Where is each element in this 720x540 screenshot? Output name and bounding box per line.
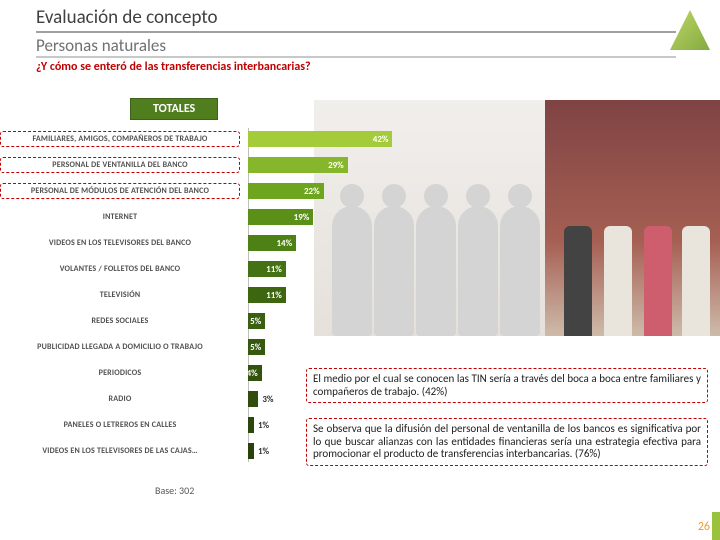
insight-callout-b: Se observa que la difusión del personal … (306, 418, 708, 466)
chart-row: VOLANTES / FOLLETOS DEL BANCO 11% (0, 258, 420, 280)
chart-bar-value: 3% (262, 394, 273, 405)
chart-bar-cell: 29% (248, 157, 420, 173)
chart-row: TELEVISIÓN 11% (0, 284, 420, 306)
chart-bar: 5% (248, 339, 265, 355)
chart-row-label: PERSONAL DE MÓDULOS DE ATENCIÓN DEL BANC… (0, 183, 240, 199)
corner-accent (712, 512, 720, 540)
chart-row-label: PANELES O LETREROS EN CALLES (0, 418, 240, 432)
chart-bar: 19% (248, 209, 313, 225)
chart-row-label: PERIODICOS (0, 366, 240, 380)
chart-bar: 11% (248, 261, 286, 277)
chart-row: PERSONAL DE MÓDULOS DE ATENCIÓN DEL BANC… (0, 180, 420, 202)
chart-bar-value: 4% (247, 368, 258, 379)
chart-bar-value: 5% (250, 316, 261, 327)
chart-bar-cell: 14% (248, 235, 420, 251)
chart-row-label: FAMILIARES, AMIGOS, COMPAÑEROS DE TRABAJ… (0, 131, 240, 147)
page-subtitle: Personas naturales (36, 35, 676, 58)
chart-row: REDES SOCIALES 5% (0, 310, 420, 332)
chart-bar-cell: 42% (248, 131, 420, 147)
chart-bar-cell: 11% (248, 261, 420, 277)
header: Evaluación de concepto Personas naturale… (0, 0, 720, 78)
person-figure (682, 226, 710, 336)
results-bar-chart: FAMILIARES, AMIGOS, COMPAÑEROS DE TRABAJ… (0, 128, 420, 466)
chart-bar: 11% (248, 287, 286, 303)
chart-bar: 14% (248, 235, 296, 251)
chart-bar-value: 5% (250, 342, 261, 353)
person-figure (644, 226, 672, 336)
chart-bar: 42% (248, 131, 392, 147)
chart-row-label: INTERNET (0, 210, 240, 224)
chart-row-label: VOLANTES / FOLLETOS DEL BANCO (0, 262, 240, 276)
chart-bar-cell: 5% (248, 339, 420, 355)
chart-bar: 22% (248, 183, 324, 199)
chart-row-label: PUBLICIDAD LLEGADA A DOMICILIO O TRABAJO (0, 340, 240, 354)
insight-callout-a: El medio por el cual se conocen las TIN … (306, 368, 708, 403)
chart-bar-value: 19% (294, 212, 310, 223)
chart-bar: 1% (248, 443, 254, 459)
chart-bar-cell: 22% (248, 183, 420, 199)
chart-bar-value: 1% (258, 446, 269, 457)
chart-bar: 3% (248, 391, 258, 407)
page-title: Evaluación de concepto (36, 6, 676, 33)
chart-row-label: TELEVISIÓN (0, 288, 240, 302)
base-label: Base: 302 (155, 484, 194, 497)
chart-row: PERSONAL DE VENTANILLA DEL BANCO 29% (0, 154, 420, 176)
chart-bar-value: 29% (328, 160, 344, 171)
chart-bar-cell: 19% (248, 209, 420, 225)
silhouette-icon (458, 206, 498, 336)
chart-row: PUBLICIDAD LLEGADA A DOMICILIO O TRABAJO… (0, 336, 420, 358)
totales-badge: TOTALES (130, 98, 218, 120)
survey-question: ¿Y cómo se enteró de las transferencias … (36, 60, 720, 74)
chart-bar-value: 14% (276, 238, 292, 249)
chart-row-label: VIDEOS EN LOS TELEVISORES DE LAS CAJAS… (0, 444, 240, 458)
chart-bar: 5% (248, 313, 265, 329)
chart-row: FAMILIARES, AMIGOS, COMPAÑEROS DE TRABAJ… (0, 128, 420, 150)
chart-bar-cell: 11% (248, 287, 420, 303)
person-figure (564, 226, 592, 336)
chart-bar-cell: 5% (248, 313, 420, 329)
chart-bar-value: 11% (266, 264, 282, 275)
chart-bar: 29% (248, 157, 348, 173)
person-figure (604, 226, 632, 336)
chart-bar-value: 42% (373, 134, 389, 145)
silhouette-icon (500, 206, 540, 336)
page-number: 26 (698, 520, 710, 534)
chart-bar: 1% (248, 417, 254, 433)
chart-row-label: PERSONAL DE VENTANILLA DEL BANCO (0, 157, 240, 173)
silhouette-icon (416, 206, 456, 336)
chart-row: VIDEOS EN LOS TELEVISORES DEL BANCO 14% (0, 232, 420, 254)
chart-row-label: VIDEOS EN LOS TELEVISORES DEL BANCO (0, 236, 240, 250)
chart-bar-value: 1% (258, 420, 269, 431)
chart-row-label: REDES SOCIALES (0, 314, 240, 328)
chart-row-label: RADIO (0, 392, 240, 406)
chart-row: INTERNET 19% (0, 206, 420, 228)
chart-bar-value: 22% (304, 186, 320, 197)
chart-bar: 4% (248, 365, 262, 381)
chart-bar-value: 11% (266, 290, 282, 301)
